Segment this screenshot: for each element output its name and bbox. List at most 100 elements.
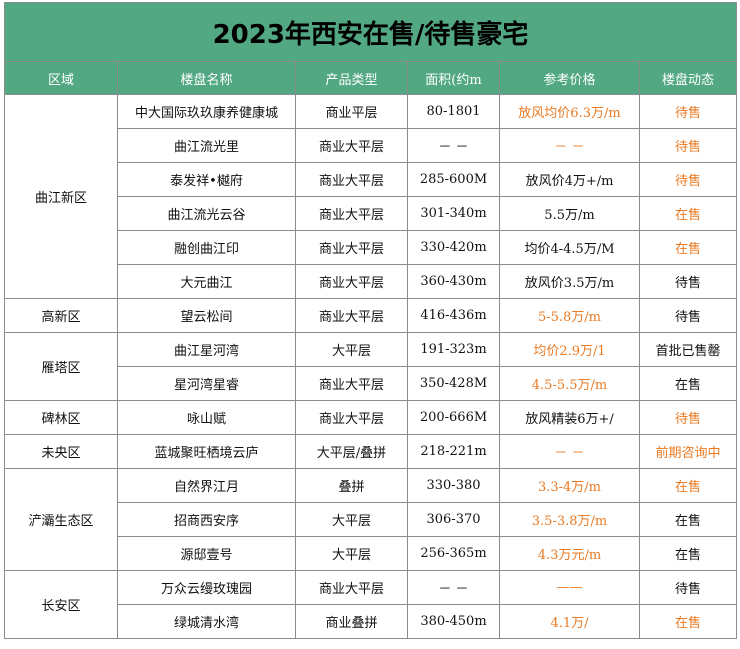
area: 350-428M xyxy=(407,366,500,401)
status: 待售 xyxy=(639,570,737,605)
area: 191-323m xyxy=(407,332,500,367)
area: 301-340m xyxy=(407,196,500,231)
area: 256-365m xyxy=(407,536,500,571)
product-type: 商业大平层 xyxy=(295,162,408,197)
area: 218-221m xyxy=(407,434,500,469)
status: 首批已售罄 xyxy=(639,332,737,367)
product-type: 商业叠拼 xyxy=(295,604,408,639)
product-type: 商业平层 xyxy=(295,94,408,129)
product-type: 商业大平层 xyxy=(295,230,408,265)
product-type: 叠拼 xyxy=(295,468,408,503)
region: 未央区 xyxy=(4,434,118,469)
table-row: 绿城清水湾 商业叠拼 380-450m 4.1万/在售 xyxy=(5,604,737,639)
status: 前期咨询中 xyxy=(639,434,737,469)
column-header: 区域 xyxy=(4,61,118,95)
status: 在售 xyxy=(639,196,737,231)
column-header: 面积(约m xyxy=(407,61,500,95)
region: 浐灞生态区 xyxy=(4,468,118,571)
status: 待售 xyxy=(639,128,737,163)
project-name: 曲江星河湾 xyxy=(117,332,296,367)
table-title: 2023年西安在售/待售豪宅 xyxy=(4,2,737,62)
area: 416-436m xyxy=(407,298,500,333)
price: 均价2.9万/1 xyxy=(499,332,640,367)
region: 雁塔区 xyxy=(4,332,118,401)
column-header: 产品类型 xyxy=(295,61,408,95)
project-name: 万众云缦玫瑰园 xyxy=(117,570,296,605)
table-row: 浐灞生态区 自然界江月 叠拼 330-380 3.3-4万/m 在售 xyxy=(4,468,737,571)
area: 330-420m xyxy=(407,230,500,265)
product-type: 商业大平层 xyxy=(295,196,408,231)
product-type: 商业大平层 xyxy=(295,298,408,333)
area: 285-600M xyxy=(407,162,500,197)
project-name: 曲江流光云谷 xyxy=(117,196,296,231)
area: 360-430m xyxy=(407,264,500,299)
project-name: 自然界江月 xyxy=(117,468,296,503)
status: 在售 xyxy=(639,536,737,571)
table-row: 雁塔区 曲江星河湾 大平层 191-323m 均价2.9万/1 首批已售罄 xyxy=(4,332,737,401)
area: 330-380 xyxy=(407,468,500,503)
price: 4.5-5.5万/m xyxy=(499,366,640,401)
product-type: 大平层 xyxy=(295,502,408,537)
table-row: 星河湾星睿 商业大平层 350-428M 4.5-5.5万/m 在售 xyxy=(5,366,737,401)
status: 在售 xyxy=(639,230,737,265)
region: 长安区 xyxy=(4,570,118,639)
price: 放风精装6万+/ xyxy=(499,400,640,435)
region: 高新区 xyxy=(4,298,118,333)
price: － － xyxy=(499,434,640,469)
product-type: 商业大平层 xyxy=(295,400,408,435)
table-row: 碑林区 咏山赋 商业大平层 200-666M 放风精装6万+/待售 xyxy=(4,400,737,435)
project-name: 融创曲江印 xyxy=(117,230,296,265)
price: 放风均价6.3万/m xyxy=(499,94,640,129)
status: 待售 xyxy=(639,162,737,197)
status: 待售 xyxy=(639,298,737,333)
column-header: 楼盘名称 xyxy=(117,61,296,95)
project-name: 绿城清水湾 xyxy=(117,604,296,639)
price: 5.5万/m xyxy=(499,196,640,231)
project-name: 蓝城聚旺栖境云庐 xyxy=(117,434,296,469)
product-type: 商业大平层 xyxy=(295,366,408,401)
status: 在售 xyxy=(639,604,737,639)
project-name: 咏山赋 xyxy=(117,400,296,435)
table-row: 大元曲江 商业大平层 360-430m 放风价3.5万/m 待售 xyxy=(5,264,737,299)
project-name: 源邸壹号 xyxy=(117,536,296,571)
product-type: 商业大平层 xyxy=(295,128,408,163)
status: 待售 xyxy=(639,400,737,435)
price: 3.3-4万/m xyxy=(499,468,640,503)
project-name: 中大国际玖玖康养健康城 xyxy=(117,94,296,129)
product-type: 大平层 xyxy=(295,536,408,571)
column-header: 参考价格 xyxy=(499,61,640,95)
price: —— xyxy=(499,570,640,605)
region: 曲江新区 xyxy=(4,94,118,299)
price: 放风价4万+/m xyxy=(499,162,640,197)
table-row: 曲江流光云谷 商业大平层 301-340m 5.5万/m 在售 xyxy=(5,196,737,231)
price: 4.1万/ xyxy=(499,604,640,639)
product-type: 大平层/叠拼 xyxy=(295,434,408,469)
project-name: 曲江流光里 xyxy=(117,128,296,163)
table-row: 高新区 望云松间 商业大平层 416-436m 5-5.8万/m 待售 xyxy=(4,298,737,333)
table-row: 融创曲江印 商业大平层 330-420m 均价4-4.5万/M 在售 xyxy=(5,230,737,265)
region: 碑林区 xyxy=(4,400,118,435)
table-row: 长安区 万众云缦玫瑰园 商业大平层－ － —— 待售 xyxy=(4,570,737,639)
table-row: 泰发祥•樾府 商业大平层 285-600M 放风价4万+/m 待售 xyxy=(5,162,737,197)
project-name: 望云松间 xyxy=(117,298,296,333)
area: 380-450m xyxy=(407,604,500,639)
table-row: 曲江新区 中大国际玖玖康养健康城 商业平层 80-1801 放风均价6.3万/m 待售 xyxy=(4,94,737,299)
project-name: 星河湾星睿 xyxy=(117,366,296,401)
status: 在售 xyxy=(639,366,737,401)
table-row: 曲江流光里 商业大平层－ －－ －待售 xyxy=(5,128,737,163)
area: 200-666M xyxy=(407,400,500,435)
product-type: 大平层 xyxy=(295,332,408,367)
area: 306-370 xyxy=(407,502,500,537)
price: 5-5.8万/m xyxy=(499,298,640,333)
project-name: 大元曲江 xyxy=(117,264,296,299)
status: 待售 xyxy=(639,94,737,129)
page: 2023年西安在售/待售豪宅 区域 楼盘名称 产品类型 面积(约m 参考价格 楼盘动态 曲… xyxy=(4,2,737,639)
price: 放风价3.5万/m xyxy=(499,264,640,299)
price: － － xyxy=(499,128,640,163)
column-header: 楼盘动态 xyxy=(639,61,737,95)
price: 4.3万元/m xyxy=(499,536,640,571)
table-row: 未央区 蓝城聚旺栖境云庐 大平层/叠拼 218-221m － －前期咨询中 xyxy=(4,434,737,469)
product-type: 商业大平层 xyxy=(295,264,408,299)
status: 在售 xyxy=(639,502,737,537)
status: 在售 xyxy=(639,468,737,503)
